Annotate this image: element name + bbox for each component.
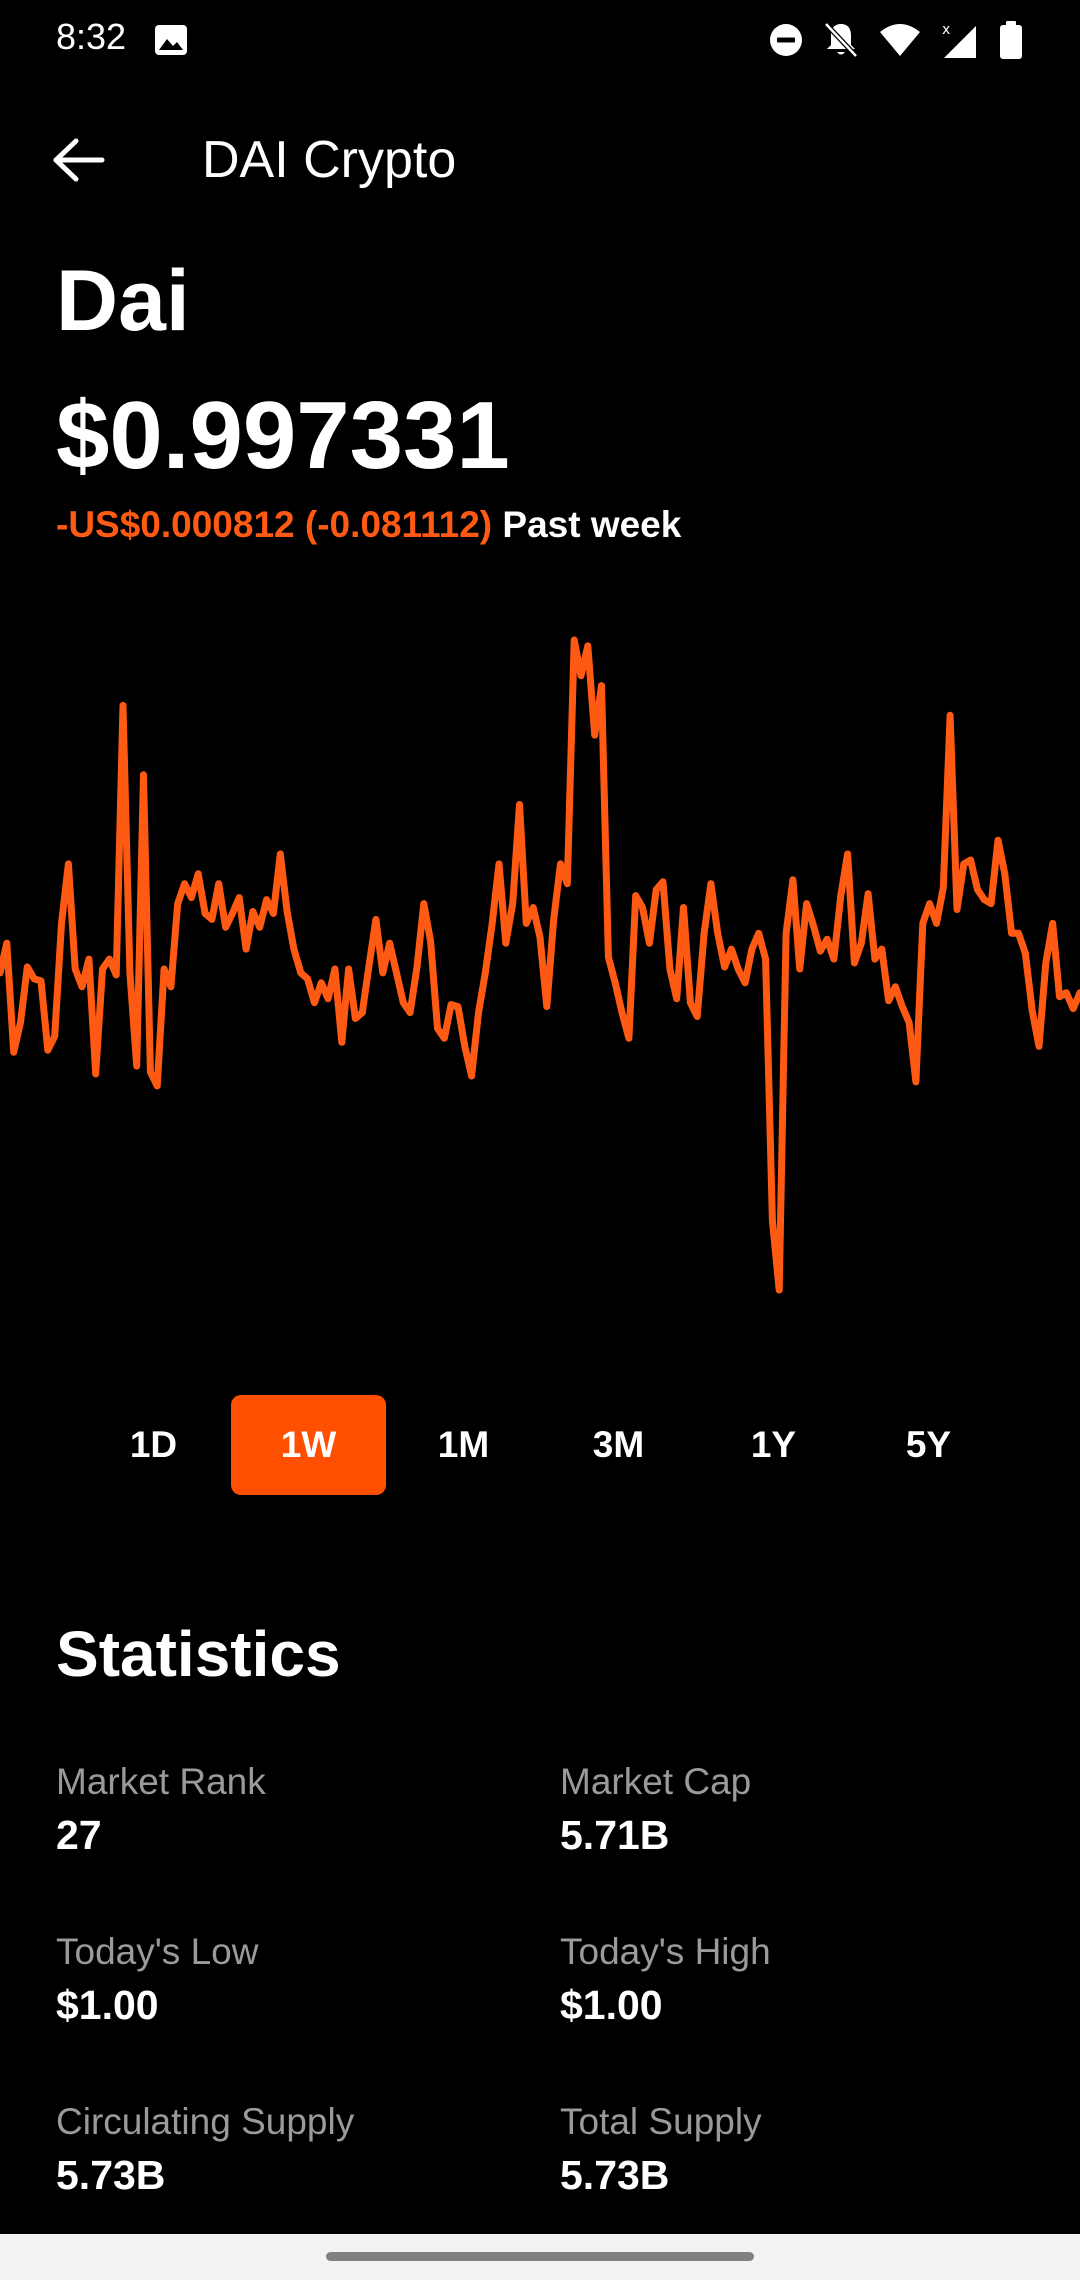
stat-circulating-supply: Circulating Supply 5.73B bbox=[56, 2100, 516, 2202]
price-line-series bbox=[0, 636, 1080, 1294]
stat-value: $1.00 bbox=[560, 1982, 663, 2029]
price-change-row: -US$0.000812 (-0.081112) Past week bbox=[56, 504, 681, 546]
range-tab-1y[interactable]: 1Y bbox=[750, 1424, 797, 1465]
coin-name: Dai bbox=[56, 253, 190, 349]
app-bar: DAI Crypto bbox=[0, 110, 1080, 210]
stat-market-rank: Market Rank 27 bbox=[56, 1760, 516, 1862]
stat-todays-low: Today's Low $1.00 bbox=[56, 1930, 516, 2032]
notifications-off-icon bbox=[824, 22, 858, 58]
coin-price: $0.997331 bbox=[56, 382, 510, 489]
stat-total-supply: Total Supply 5.73B bbox=[560, 2100, 1020, 2202]
range-tab-3m[interactable]: 3M bbox=[592, 1424, 645, 1465]
range-tab-1m[interactable]: 1M bbox=[437, 1424, 490, 1465]
back-arrow-icon[interactable] bbox=[50, 138, 108, 182]
price-change: -US$0.000812 (-0.081112) bbox=[56, 504, 493, 545]
stat-value: 5.71B bbox=[560, 1812, 670, 1859]
stat-label: Circulating Supply bbox=[56, 2101, 355, 2142]
stat-label: Today's High bbox=[560, 1931, 771, 1972]
stat-label: Market Cap bbox=[560, 1761, 752, 1802]
stat-todays-high: Today's High $1.00 bbox=[560, 1930, 1020, 2032]
stat-value: 5.73B bbox=[56, 2152, 166, 2199]
range-tab-1w[interactable]: 1W bbox=[231, 1395, 386, 1495]
stat-value: 27 bbox=[56, 1812, 102, 1859]
stat-label: Market Rank bbox=[56, 1761, 266, 1802]
svg-text:x: x bbox=[942, 22, 950, 38]
statistics-title: Statistics bbox=[56, 1618, 341, 1690]
app-title: DAI Crypto bbox=[202, 131, 457, 189]
cellular-signal-icon: x bbox=[942, 22, 976, 58]
stat-label: Today's Low bbox=[56, 1931, 259, 1972]
status-time: 8:32 bbox=[56, 16, 127, 57]
status-icons: x bbox=[768, 18, 1024, 62]
status-bar: 8:32 x bbox=[0, 0, 1080, 80]
stat-label: Total Supply bbox=[560, 2101, 762, 2142]
battery-icon bbox=[1000, 21, 1022, 59]
wifi-icon bbox=[880, 24, 920, 56]
change-period: Past week bbox=[502, 504, 682, 545]
range-tabs: 1D 1W 1M 3M 1Y 5Y bbox=[76, 1395, 1006, 1495]
do-not-disturb-icon bbox=[770, 24, 802, 56]
stat-value: $1.00 bbox=[56, 1982, 159, 2029]
range-tab-1d[interactable]: 1D bbox=[129, 1424, 178, 1465]
stat-market-cap: Market Cap 5.71B bbox=[560, 1760, 1020, 1862]
price-chart[interactable] bbox=[0, 600, 1080, 1330]
range-tab-5y[interactable]: 5Y bbox=[905, 1424, 952, 1465]
stat-value: 5.73B bbox=[560, 2152, 670, 2199]
gallery-icon bbox=[155, 25, 187, 55]
home-indicator[interactable] bbox=[326, 2252, 754, 2261]
